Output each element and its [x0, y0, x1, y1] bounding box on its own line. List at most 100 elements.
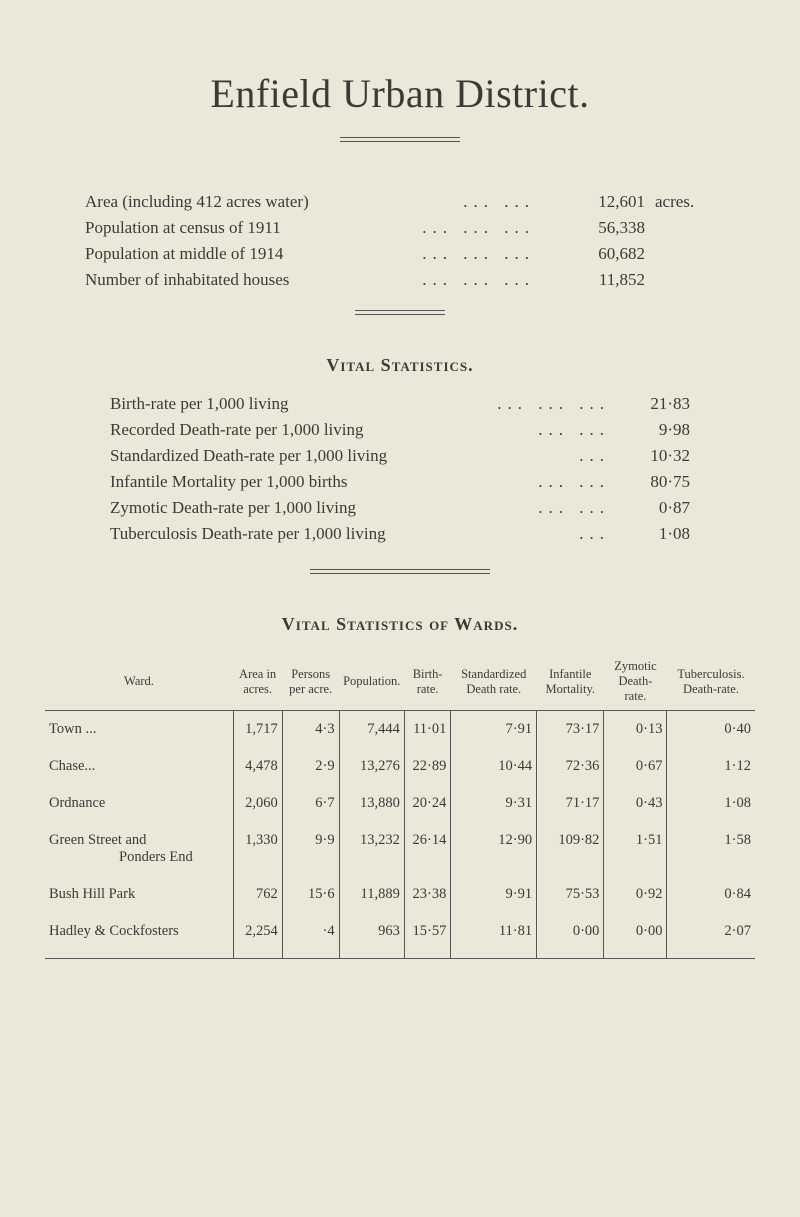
cell-tdr: 1·08 [667, 785, 755, 822]
summary-row: Number of inhabitated houses ... ... ...… [85, 270, 715, 290]
cell-ppa: 2·9 [282, 748, 339, 785]
col-tuberculosis-death-rate: Tuberculosis. Death-rate. [667, 653, 755, 711]
wards-heading: Vital Statistics of Wards. [45, 614, 755, 635]
cell-tdr: 2·07 [667, 913, 755, 959]
cell-area: 762 [233, 876, 282, 913]
cell-ward: Green Street andPonders End [45, 822, 233, 876]
cell-sdr: 10·44 [451, 748, 537, 785]
leader-dots: ... [569, 524, 620, 544]
summary-value: 11,852 [545, 270, 645, 290]
vital-value: 10·32 [620, 446, 690, 466]
cell-birth: 15·57 [404, 913, 450, 959]
summary-label: Area (including 412 acres water) [85, 192, 453, 212]
vital-label: Zymotic Death-rate per 1,000 living [110, 498, 528, 518]
vital-label: Standardized Death-rate per 1,000 living [110, 446, 569, 466]
vital-value: 1·08 [620, 524, 690, 544]
cell-area: 1,717 [233, 711, 282, 749]
cell-ppa: 4·3 [282, 711, 339, 749]
leader-dots: ... [569, 446, 620, 466]
summary-value: 56,338 [545, 218, 645, 238]
summary-label: Population at census of 1911 [85, 218, 412, 238]
cell-ward: Chase... [45, 748, 233, 785]
cell-area: 1,330 [233, 822, 282, 876]
cell-ward: Hadley & Cockfosters [45, 913, 233, 959]
cell-zdr: 0·92 [604, 876, 667, 913]
title-rule [340, 137, 460, 142]
cell-zdr: 0·13 [604, 711, 667, 749]
cell-tdr: 1·12 [667, 748, 755, 785]
leader-dots: ... ... ... [487, 394, 620, 414]
leader-dots: ... ... [528, 420, 620, 440]
ward-subline: Ponders End [49, 849, 225, 866]
leader-dots: ... ... ... [412, 270, 545, 290]
cell-ppa: 9·9 [282, 822, 339, 876]
cell-birth: 11·01 [404, 711, 450, 749]
cell-im: 71·17 [537, 785, 604, 822]
cell-pop: 963 [339, 913, 404, 959]
cell-sdr: 11·81 [451, 913, 537, 959]
summary-value: 12,601 [545, 192, 645, 212]
leader-dots: ... ... [528, 472, 620, 492]
cell-area: 4,478 [233, 748, 282, 785]
cell-ward: Ordnance [45, 785, 233, 822]
col-zymotic-death-rate: Zymotic Death-rate. [604, 653, 667, 711]
cell-im: 0·00 [537, 913, 604, 959]
summary-row: Population at middle of 1914 ... ... ...… [85, 244, 715, 264]
cell-sdr: 7·91 [451, 711, 537, 749]
cell-ward: Bush Hill Park [45, 876, 233, 913]
table-row: Chase...4,4782·913,27622·8910·4472·360·6… [45, 748, 755, 785]
vital-label: Infantile Mortality per 1,000 births [110, 472, 528, 492]
vital-row: Infantile Mortality per 1,000 births ...… [110, 472, 690, 492]
cell-sdr: 9·91 [451, 876, 537, 913]
summary-label: Number of inhabitated houses [85, 270, 412, 290]
cell-tdr: 0·40 [667, 711, 755, 749]
cell-area: 2,254 [233, 913, 282, 959]
vital-row: Birth-rate per 1,000 living ... ... ... … [110, 394, 690, 414]
col-ward: Ward. [45, 653, 233, 711]
col-area: Area in acres. [233, 653, 282, 711]
table-row: Bush Hill Park76215·611,88923·389·9175·5… [45, 876, 755, 913]
vital-label: Recorded Death-rate per 1,000 living [110, 420, 528, 440]
leader-dots: ... ... [528, 498, 620, 518]
cell-ppa: 6·7 [282, 785, 339, 822]
cell-ward: Town ... [45, 711, 233, 749]
cell-tdr: 0·84 [667, 876, 755, 913]
table-header-row: Ward. Area in acres. Persons per acre. P… [45, 653, 755, 711]
vital-value: 21·83 [620, 394, 690, 414]
vital-row: Zymotic Death-rate per 1,000 living ... … [110, 498, 690, 518]
col-infantile-mortality: Infantile Mortality. [537, 653, 604, 711]
table-row: Hadley & Cockfosters2,254·496315·5711·81… [45, 913, 755, 959]
area-summary: Area (including 412 acres water) ... ...… [85, 192, 715, 290]
vital-statistics-heading: Vital Statistics. [45, 355, 755, 376]
cell-sdr: 12·90 [451, 822, 537, 876]
col-birth-rate: Birth-rate. [404, 653, 450, 711]
cell-pop: 13,276 [339, 748, 404, 785]
cell-pop: 11,889 [339, 876, 404, 913]
section-rule [355, 310, 445, 315]
cell-im: 109·82 [537, 822, 604, 876]
vital-value: 9·98 [620, 420, 690, 440]
page-title: Enfield Urban District. [45, 70, 755, 117]
vital-row: Recorded Death-rate per 1,000 living ...… [110, 420, 690, 440]
cell-pop: 13,880 [339, 785, 404, 822]
vital-row: Standardized Death-rate per 1,000 living… [110, 446, 690, 466]
vital-row: Tuberculosis Death-rate per 1,000 living… [110, 524, 690, 544]
vital-label: Tuberculosis Death-rate per 1,000 living [110, 524, 569, 544]
col-population: Population. [339, 653, 404, 711]
cell-pop: 13,232 [339, 822, 404, 876]
cell-area: 2,060 [233, 785, 282, 822]
table-row: Ordnance2,0606·713,88020·249·3171·170·43… [45, 785, 755, 822]
table-row: Town ...1,7174·37,44411·017·9173·170·130… [45, 711, 755, 749]
cell-pop: 7,444 [339, 711, 404, 749]
cell-zdr: 0·67 [604, 748, 667, 785]
table-row: Green Street andPonders End1,3309·913,23… [45, 822, 755, 876]
summary-row: Area (including 412 acres water) ... ...… [85, 192, 715, 212]
wards-table-body: Town ...1,7174·37,44411·017·9173·170·130… [45, 711, 755, 959]
leader-dots: ... ... ... [412, 218, 545, 238]
cell-birth: 20·24 [404, 785, 450, 822]
cell-sdr: 9·31 [451, 785, 537, 822]
wards-table: Ward. Area in acres. Persons per acre. P… [45, 653, 755, 959]
vital-value: 80·75 [620, 472, 690, 492]
cell-ppa: ·4 [282, 913, 339, 959]
col-std-death-rate: Standardized Death rate. [451, 653, 537, 711]
